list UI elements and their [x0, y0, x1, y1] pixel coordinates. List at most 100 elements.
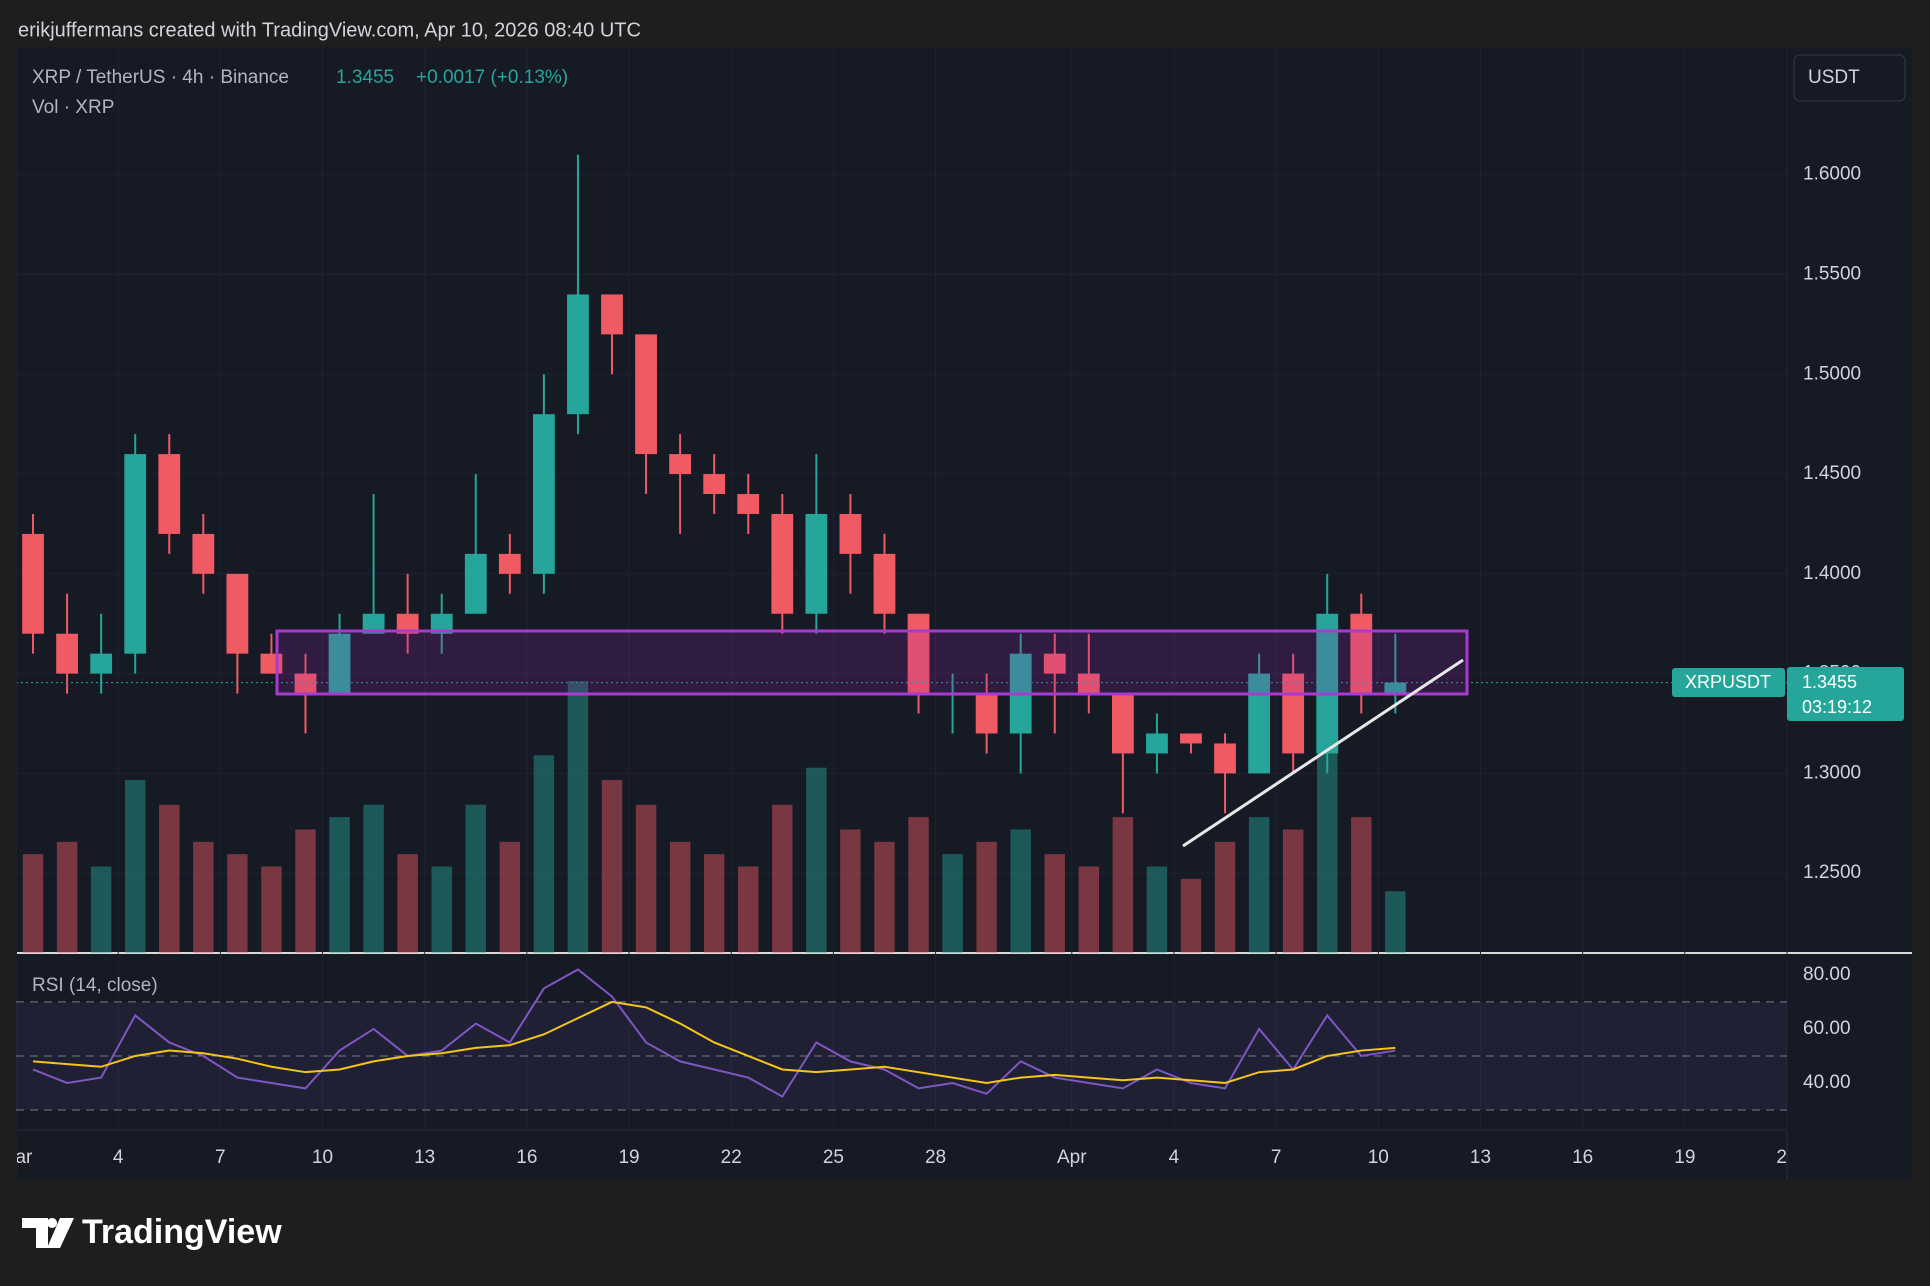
volume-bar [703, 854, 725, 953]
x-tick-label: 13 [414, 1147, 435, 1168]
candle-body [90, 653, 113, 674]
volume-bar [1180, 878, 1202, 953]
symbol-tag [1672, 668, 1785, 697]
volume-bar [908, 817, 929, 953]
volume-bar [772, 804, 793, 953]
volume-bar [567, 681, 589, 953]
candle-body [22, 533, 44, 634]
volume-bar [329, 817, 350, 953]
volume-bar [431, 866, 452, 953]
currency-label: USDT [1808, 67, 1860, 88]
y-tick-label: 1.5000 [1803, 363, 1861, 384]
volume-bar [1112, 817, 1134, 953]
candle-body [226, 573, 249, 654]
rsi-line [32, 968, 1396, 1098]
x-tick-label: 16 [1572, 1147, 1593, 1168]
volume-bar [1385, 891, 1406, 953]
y-tick-label: 1.5500 [1803, 264, 1861, 285]
candle-body [498, 553, 521, 574]
candle-body [328, 633, 351, 694]
volume-bar [465, 804, 486, 953]
legend-change: +0.0017 (+0.13%) [416, 67, 568, 88]
legend-volume: Vol · XRP [32, 97, 114, 118]
candle-body [1384, 682, 1407, 694]
candle-body [601, 294, 623, 335]
candle-body [703, 474, 726, 495]
symbol-tag-label: XRPUSDT [1685, 672, 1771, 692]
volume-bar [56, 841, 78, 953]
range-box [275, 629, 1469, 696]
volume-bar [397, 854, 418, 953]
candle-body [1077, 673, 1100, 694]
price-tag [1787, 667, 1904, 721]
candle-body [1214, 743, 1236, 774]
volume-bar [669, 841, 691, 953]
price-tag-countdown: 03:19:12 [1802, 697, 1872, 717]
rsi-tick-label: 40.00 [1803, 1072, 1851, 1093]
volume-bar [738, 866, 759, 953]
volume-bar [499, 841, 521, 953]
rsi-title: RSI (14, close) [32, 975, 158, 996]
x-tick-label: 7 [215, 1147, 226, 1168]
candle-body [771, 513, 794, 614]
volume-bar [1248, 817, 1270, 953]
volume-bar [806, 767, 827, 953]
currency-button[interactable] [1793, 54, 1906, 102]
candle-body [873, 553, 896, 614]
rsi-line [32, 1000, 1396, 1085]
candle-body [1043, 653, 1066, 674]
volume-bar [22, 854, 44, 953]
x-tick-label: 7 [1271, 1147, 1282, 1168]
x-tick-label: 4 [1169, 1147, 1180, 1168]
volume-bar [227, 854, 248, 953]
volume-bar [635, 804, 657, 953]
candle-body [669, 454, 692, 475]
y-tick-label: 1.3000 [1803, 762, 1861, 783]
candle-body [294, 673, 317, 694]
volume-bar [363, 804, 384, 953]
chart-panel [17, 47, 1912, 1180]
candle-body [1180, 733, 1202, 744]
volume-bar [1044, 854, 1065, 953]
volume-bar [1078, 866, 1100, 953]
volume-bar [601, 780, 623, 953]
volume-bar [1214, 841, 1236, 953]
candle-body [192, 533, 215, 574]
trend-line [1182, 658, 1464, 848]
candle-body [362, 613, 385, 634]
volume-bar [976, 841, 997, 953]
candle-body [124, 454, 147, 654]
volume-bar [942, 854, 963, 953]
candle-body [56, 633, 78, 674]
x-tick-label: 28 [925, 1147, 946, 1168]
volume-bar [1282, 829, 1304, 953]
candle-body [396, 613, 419, 634]
x-tick-label: 13 [1470, 1147, 1491, 1168]
y-tick-label: 1.6000 [1803, 164, 1861, 185]
x-tick-label: 4 [113, 1147, 124, 1168]
candle-body [737, 494, 760, 514]
volume-bar [124, 780, 146, 953]
legend-symbol: XRP / TetherUS · 4h · Binance [32, 67, 289, 88]
rsi-tick-label: 60.00 [1803, 1018, 1851, 1039]
volume-bar [1010, 829, 1031, 953]
x-tick-label: 25 [823, 1147, 844, 1168]
candle-body [975, 693, 998, 734]
x-tick-label: 19 [1674, 1147, 1695, 1168]
price-tag-value: 1.3455 [1802, 672, 1857, 692]
y-tick-label: 1.4000 [1803, 563, 1861, 584]
logo-mark [22, 1218, 74, 1248]
marks: Mar 4 7 10 13 16 19 22 25 28 Apr 4 7 10 13 16 19 22 [17, 154, 1787, 1168]
rsi-tick-label: 80.00 [1803, 964, 1851, 985]
x-tick-label: 19 [618, 1147, 639, 1168]
candle-body [1111, 693, 1134, 754]
y-tick-label: 1.4500 [1803, 463, 1861, 484]
candle-body [839, 513, 862, 554]
candle-body [532, 414, 555, 574]
credit: erikjuffermans created with TradingView.… [18, 19, 641, 41]
candle-body [1316, 613, 1339, 754]
volume-bar [159, 804, 180, 953]
volume-bar [261, 866, 282, 953]
candle-body [1146, 733, 1168, 754]
volume-bar [533, 755, 555, 953]
